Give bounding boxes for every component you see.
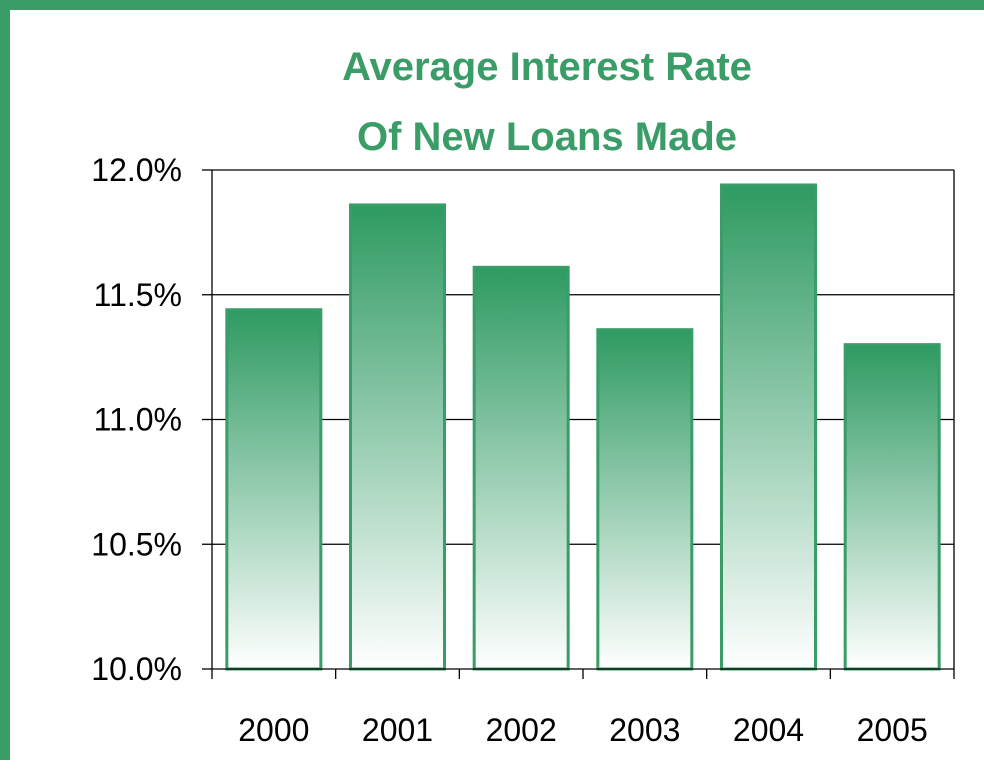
y-tick-label: 11.5% <box>94 277 182 313</box>
x-tick-label: 2005 <box>857 712 928 748</box>
chart-title-line-1: Average Interest Rate <box>342 45 752 89</box>
bar <box>225 308 323 671</box>
y-tick-label: 11.0% <box>94 402 182 438</box>
bar-chart: Average Interest Rate Of New Loans Made … <box>91 45 955 748</box>
x-tick-label: 2002 <box>486 712 557 748</box>
x-tick-label: 2000 <box>238 712 309 748</box>
bar <box>596 328 694 671</box>
x-tick-label: 2004 <box>733 712 804 748</box>
y-tick-label: 10.0% <box>91 651 182 687</box>
tick-labels: 10.0% 10.5% 11.0% 11.5% 12.0% 2000 2001 2002 200… <box>91 152 927 748</box>
y-tick-label: 10.5% <box>91 526 182 562</box>
bar <box>472 265 570 671</box>
axes <box>202 169 955 679</box>
x-tick-label: 2003 <box>609 712 680 748</box>
y-tick-label: 12.0% <box>91 152 182 188</box>
bar <box>720 183 817 671</box>
bar <box>843 343 941 671</box>
bars <box>225 183 941 671</box>
bar <box>349 203 446 671</box>
gridlines <box>212 169 954 545</box>
chart-title-line-2: Of New Loans Made <box>357 115 737 159</box>
x-tick-label: 2001 <box>362 712 433 748</box>
